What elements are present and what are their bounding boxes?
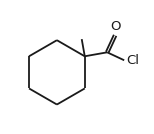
Text: O: O	[110, 20, 120, 33]
Text: Cl: Cl	[126, 54, 139, 67]
